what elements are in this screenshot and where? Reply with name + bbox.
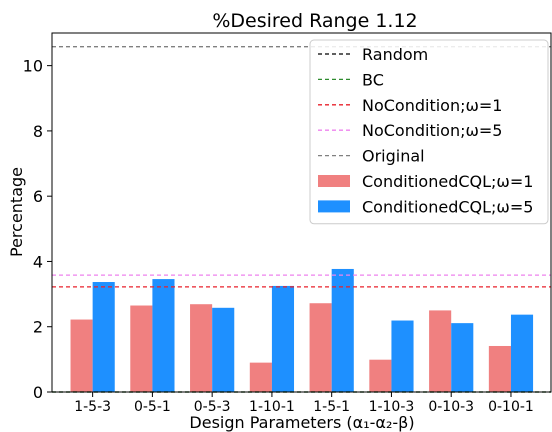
bar-0-2 <box>190 304 213 392</box>
legend-label-line-1: BC <box>362 70 384 89</box>
legend-box <box>309 39 549 225</box>
bar-1-3 <box>271 285 295 392</box>
bar-1-4 <box>331 268 354 392</box>
x-axis-label: Design Parameters (α₁-α₂-β) <box>189 413 414 432</box>
legend-label-bar-0: ConditionedCQL;ω=1 <box>362 172 533 191</box>
bar-0-6 <box>429 310 452 392</box>
bar-0-3 <box>249 362 272 392</box>
legend-label-line-2: NoCondition;ω=1 <box>362 96 502 115</box>
chart-title: %Desired Range 1.12 <box>212 10 417 32</box>
legend-swatch-bar-1 <box>318 200 350 213</box>
y-tick-label-5: 10 <box>23 57 43 76</box>
y-tick-label-3: 6 <box>33 187 43 206</box>
plot-area <box>52 46 551 393</box>
plot-frame <box>51 32 552 393</box>
x-tick-label-6: 0-10-3 <box>428 399 474 415</box>
bar-0-1 <box>130 305 153 392</box>
bar-1-2 <box>212 307 235 392</box>
bar-1-1 <box>152 279 175 392</box>
bar-0-5 <box>369 359 392 392</box>
legend-label-line-3: NoCondition;ω=5 <box>362 121 502 140</box>
x-tick-label-0: 1-5-3 <box>74 399 111 415</box>
legend-swatch-bar-0 <box>318 175 350 187</box>
bar-1-5 <box>391 320 414 392</box>
x-tick-label-7: 0-10-1 <box>488 399 534 415</box>
bar-1-0 <box>92 282 115 392</box>
y-tick-label-2: 4 <box>33 252 43 271</box>
bar-1-6 <box>451 323 474 392</box>
bar-0-7 <box>488 345 511 392</box>
legend-label-line-0: Random <box>362 45 428 64</box>
bar-1-7 <box>510 314 534 392</box>
bar-0-4 <box>309 303 332 392</box>
x-tick-label-1: 0-5-1 <box>134 399 171 415</box>
bar-0-0 <box>70 319 93 392</box>
legend-label-bar-1: ConditionedCQL;ω=5 <box>362 197 533 216</box>
y-tick-label-4: 8 <box>33 122 43 141</box>
y-tick-label-1: 2 <box>33 318 43 337</box>
y-tick-label-0: 0 <box>33 383 43 402</box>
legend: Random BC NoCondition;ω=1 NoCondition;ω=5 Or… <box>309 39 549 225</box>
legend-label-line-4: Original <box>362 147 425 166</box>
x-tick-label-2: 0-5-3 <box>194 399 231 415</box>
x-tick-label-3: 1-10-1 <box>249 399 295 415</box>
axes: 0 2 4 6 8 10 1-5-3 0-5-1 0-5-3 1-10-1 1-5-1 1-10-3 0… <box>23 57 534 415</box>
x-tick-label-4: 1-5-1 <box>313 399 350 415</box>
y-axis-label: Percentage <box>7 167 26 257</box>
x-tick-label-5: 1-10-3 <box>369 399 415 415</box>
